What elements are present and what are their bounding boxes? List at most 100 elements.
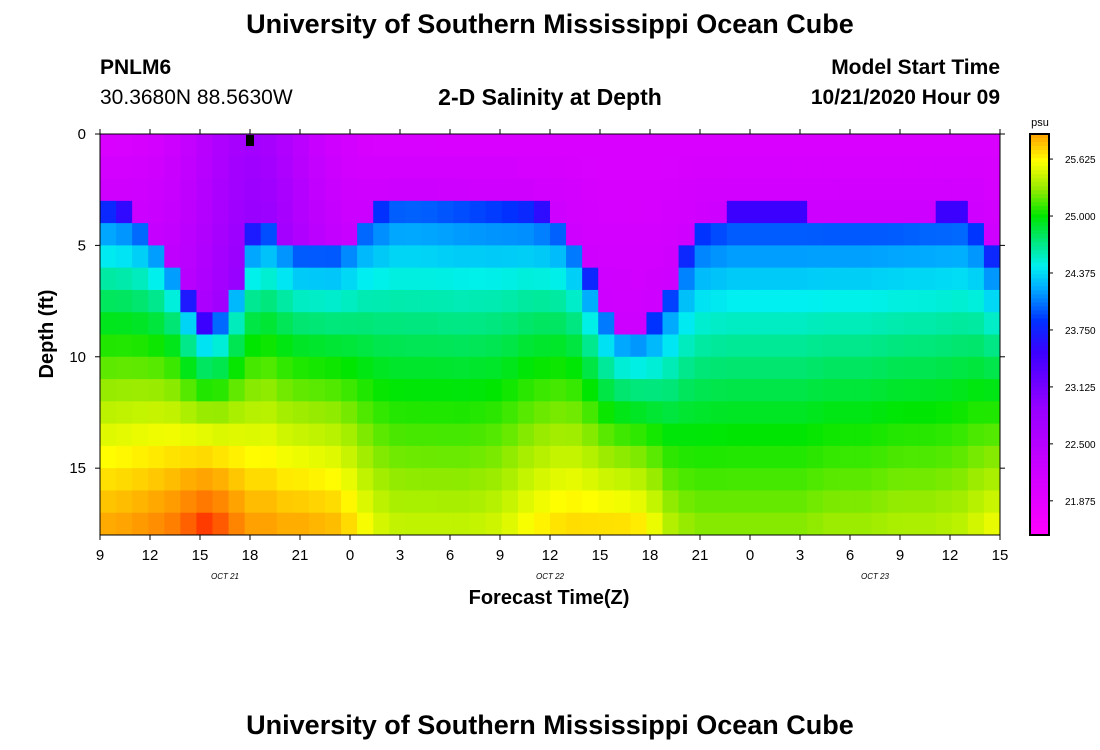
heatmap-cell (260, 289, 278, 313)
heatmap-cell (405, 423, 423, 447)
colorbar-segment (1030, 186, 1049, 191)
heatmap-cell (533, 289, 551, 313)
colorbar-unit-label: psu (1031, 117, 1049, 129)
heatmap-cell (341, 423, 358, 447)
heatmap-cell (807, 334, 824, 358)
heatmap-cell (196, 490, 214, 514)
heatmap-cell (244, 490, 262, 514)
heatmap-cell (260, 334, 278, 358)
heatmap-cell (871, 401, 889, 425)
heatmap-cell (983, 401, 1000, 425)
colorbar-segment (1030, 386, 1049, 392)
heatmap-cell (550, 512, 567, 535)
heatmap-cell (967, 312, 985, 336)
heatmap-cell (694, 334, 712, 358)
heatmap-cell (469, 423, 487, 447)
heatmap-cell (903, 223, 921, 246)
heatmap-cell (308, 289, 326, 313)
heatmap-cell (630, 223, 648, 246)
heatmap-cell (116, 512, 133, 535)
heatmap-cell (582, 223, 599, 246)
heatmap-cell (148, 356, 165, 380)
heatmap-cell (791, 245, 808, 269)
heatmap-cell (533, 401, 551, 425)
heatmap-cell (967, 512, 985, 535)
heatmap-cell (967, 200, 985, 224)
heatmap-cell (485, 334, 503, 358)
heatmap-cell (292, 312, 310, 336)
heatmap-cell (758, 423, 776, 447)
heatmap-cell (903, 490, 921, 514)
heatmap-cell (983, 223, 1000, 246)
heatmap-cell (758, 512, 776, 535)
heatmap-cell (517, 223, 535, 246)
heatmap-cell (164, 512, 181, 535)
heatmap-cell (550, 223, 567, 246)
heatmap-cell (550, 312, 567, 336)
heatmap-cell (533, 334, 551, 358)
x-tick-label: 3 (796, 547, 804, 564)
date-label: OCT 22 (536, 572, 565, 581)
heatmap-cell (100, 356, 117, 380)
heatmap-cell (533, 423, 551, 447)
heatmap-cell (357, 223, 374, 246)
heatmap-cell (421, 267, 439, 291)
heatmap-cell (373, 267, 390, 291)
heatmap-cell (775, 156, 792, 180)
heatmap-cell (196, 445, 214, 469)
heatmap-cell (308, 134, 326, 157)
heatmap-cell (823, 423, 840, 447)
heatmap-cell (758, 379, 776, 402)
heatmap-cell (228, 512, 246, 535)
heatmap-cell (437, 200, 455, 224)
heatmap-cell (566, 289, 583, 313)
heatmap-cell (341, 312, 358, 336)
x-tick-label: 21 (692, 547, 709, 564)
heatmap-cell (212, 468, 230, 492)
heatmap-cell (533, 312, 551, 336)
colorbar-segment (1030, 314, 1049, 320)
heatmap-cell (421, 223, 439, 246)
heatmap-cell (678, 267, 696, 291)
heatmap-cell (694, 178, 712, 202)
heatmap-cell (758, 289, 776, 313)
heatmap-cell (742, 245, 760, 269)
heatmap-cell (726, 356, 744, 380)
heatmap-cell (421, 423, 439, 447)
heatmap-cell (823, 267, 840, 291)
colorbar-segment (1030, 334, 1049, 340)
heatmap-cell (919, 267, 937, 291)
heatmap-cell (807, 379, 824, 402)
heatmap-cell (164, 134, 181, 157)
heatmap-cell (791, 178, 808, 202)
heatmap-cell (100, 178, 117, 202)
heatmap-cell (678, 178, 696, 202)
heatmap-cell (517, 178, 535, 202)
heatmap-cell (100, 512, 117, 535)
heatmap-cell (983, 267, 1000, 291)
colorbar-segment (1030, 286, 1049, 291)
heatmap-cell (469, 512, 487, 535)
heatmap-cell (341, 490, 358, 514)
heatmap-cell (244, 289, 262, 313)
heatmap-cell (951, 178, 969, 202)
heatmap-cell (791, 490, 808, 514)
colorbar-segment (1030, 158, 1049, 163)
colorbar-segment (1030, 370, 1049, 376)
heatmap-cell (758, 134, 776, 157)
heatmap-cell (453, 289, 471, 313)
heatmap-cell (196, 156, 214, 180)
heatmap-cell (742, 134, 760, 157)
heatmap-cell (678, 223, 696, 246)
date-label: OCT 23 (861, 572, 890, 581)
heatmap-cell (421, 334, 439, 358)
heatmap-cell (630, 245, 648, 269)
heatmap-cell (871, 267, 889, 291)
heatmap-cell (903, 267, 921, 291)
heatmap-cell (453, 200, 471, 224)
heatmap-cell (678, 200, 696, 224)
heatmap-cell (357, 245, 374, 269)
heatmap-cell (983, 512, 1000, 535)
heatmap-cell (775, 490, 792, 514)
colorbar-segment (1030, 358, 1049, 364)
